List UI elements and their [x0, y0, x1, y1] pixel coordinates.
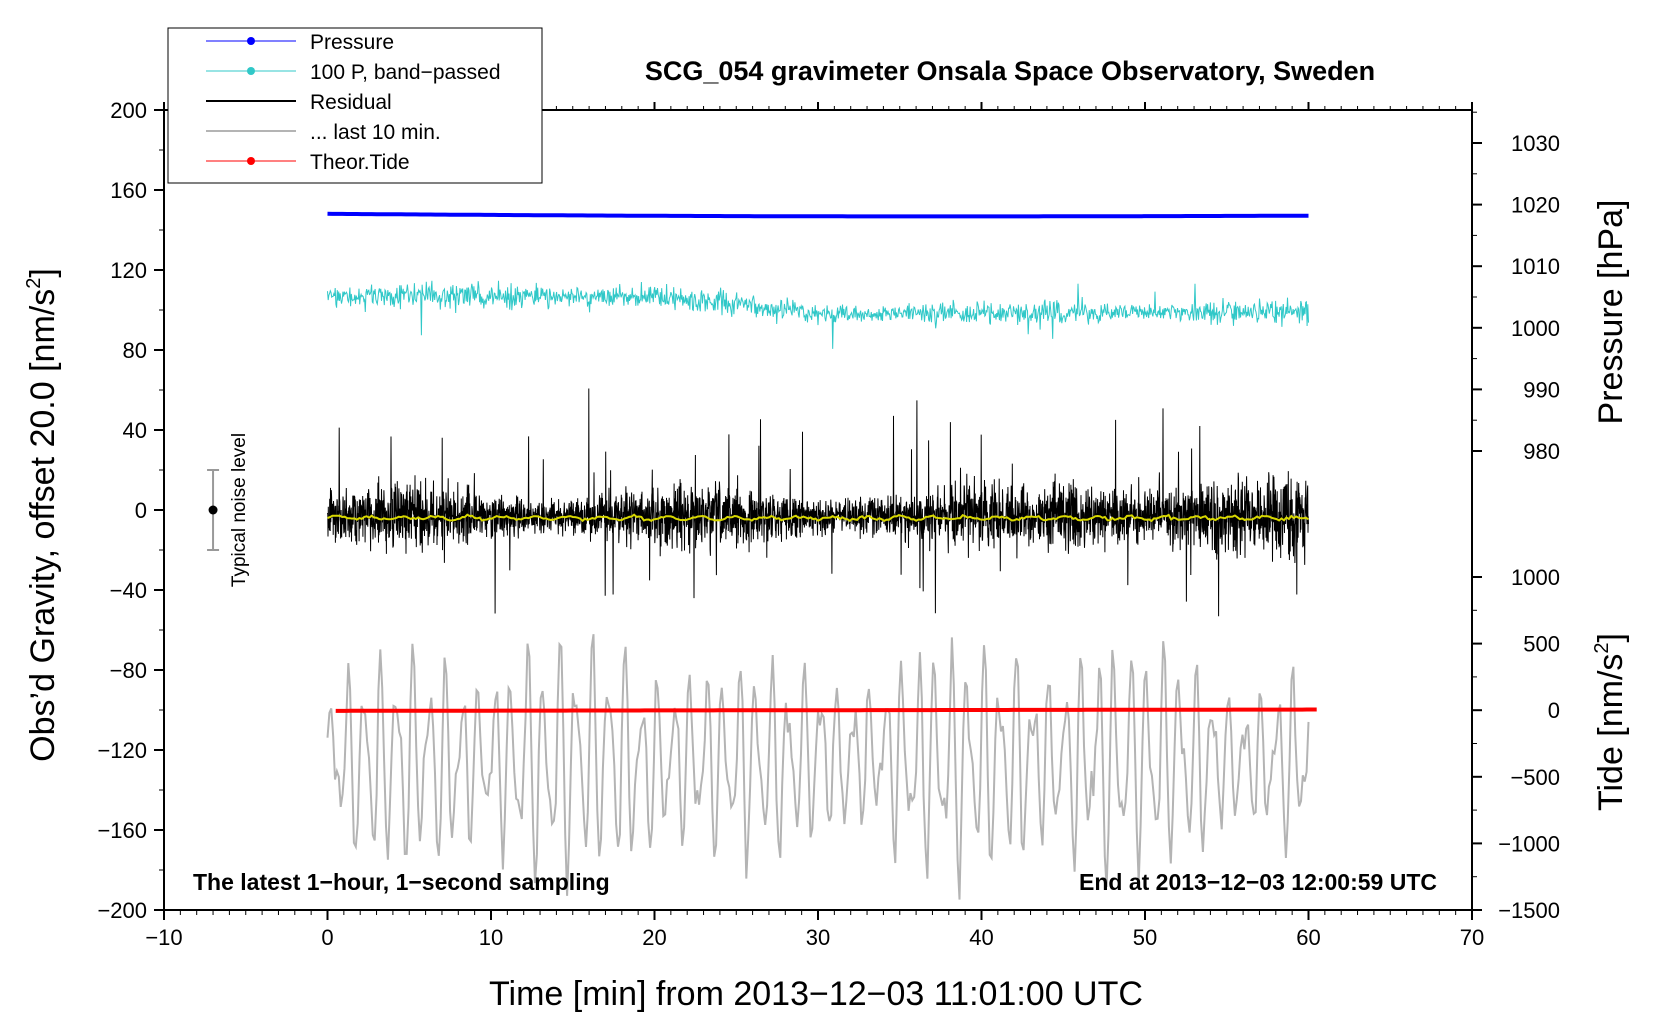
tide-tick-label: 500 [1523, 632, 1560, 657]
pressure-tick-label: 990 [1523, 377, 1560, 402]
tide-axis-title-end: ] [1592, 633, 1630, 642]
legend-marker [247, 157, 255, 165]
y-left-tick-label: 120 [110, 258, 147, 283]
pressure-axis-title: Pressure [hPa] [1592, 200, 1630, 425]
series-band-passed [327, 280, 1309, 349]
pressure-tick-label: 980 [1523, 439, 1560, 464]
axes-group: −10 0 10 20 30 40 50 60 7020016012080400−40−80−1… [23, 98, 1630, 950]
y-left-axis-title-sup: 2 [23, 278, 45, 289]
legend-label: Residual [310, 91, 392, 114]
tide-tick-label: −500 [1510, 765, 1560, 790]
series-pressure [327, 211, 1309, 219]
series-theor-tide [335, 707, 1317, 713]
tide-tick-label: −1500 [1498, 898, 1560, 923]
legend-label: Theor.Tide [310, 151, 410, 174]
tide-axis-title-text: Tide [nm/s [1592, 654, 1630, 811]
noise-center-dot [208, 505, 218, 515]
x-tick-label: 20 [642, 925, 666, 950]
y-left-tick-label: 80 [123, 338, 147, 363]
y-left-tick-label: 40 [123, 418, 147, 443]
annotation-bottom-left: The latest 1−hour, 1−second sampling [193, 869, 610, 895]
y-left-tick-label: −80 [110, 658, 147, 683]
x-tick-label: 10 [479, 925, 503, 950]
pressure-tick-label: 1030 [1511, 131, 1560, 156]
legend-label: 100 P, band−passed [310, 61, 501, 84]
tide-axis-title-sup: 2 [1591, 642, 1613, 653]
x-tick-label: 30 [806, 925, 830, 950]
legend-label: Pressure [310, 31, 394, 54]
series-residual [327, 388, 1309, 617]
y-left-tick-label: −200 [97, 898, 147, 923]
series-last-10-min [326, 634, 1310, 900]
noise-label: Typical noise level [229, 433, 250, 587]
tide-axis-title: Tide [nm/s2] [1591, 633, 1630, 811]
legend-marker [247, 37, 255, 45]
legend-label: ... last 10 min. [310, 121, 441, 144]
tide-tick-label: 1000 [1511, 565, 1560, 590]
x-tick-label: 60 [1296, 925, 1320, 950]
annotation-bottom-right: End at 2013−12−03 12:00:59 UTC [1079, 869, 1437, 895]
pressure-tick-label: 1020 [1511, 193, 1560, 218]
x-axis-title: Time [min] from 2013−12−03 11:01:00 UTC [489, 975, 1143, 1013]
y-left-axis-title-text: Obs’d Gravity, offset 20.0 [nm/s [24, 289, 62, 762]
y-left-tick-label: −160 [97, 818, 147, 843]
legend-marker [247, 67, 255, 75]
y-left-tick-label: 0 [135, 498, 147, 523]
y-left-tick-label: −120 [97, 738, 147, 763]
legend-box [167, 27, 543, 184]
x-tick-label: 0 [321, 925, 333, 950]
y-left-axis-title: Obs’d Gravity, offset 20.0 [nm/s2] [23, 268, 62, 762]
series-group [326, 211, 1317, 900]
x-tick-label: 40 [969, 925, 993, 950]
pressure-tick-label: 1000 [1511, 316, 1560, 341]
pressure-tick-label: 1010 [1511, 254, 1560, 279]
tide-tick-label: −1000 [1498, 831, 1560, 856]
y-left-tick-label: 200 [110, 98, 147, 123]
y-left-tick-label: −40 [110, 578, 147, 603]
y-left-axis-title-end: ] [24, 268, 62, 277]
series-residual-mean [327, 513, 1310, 523]
legend-group: Pressure 100 P, band−passed Residual ... la… [167, 27, 543, 184]
tide-tick-label: 0 [1548, 698, 1560, 723]
x-tick-label: −10 [145, 925, 182, 950]
y-left-tick-label: 160 [110, 178, 147, 203]
chart-title: SCG_054 gravimeter Onsala Space Observat… [645, 56, 1375, 86]
x-tick-label: 70 [1460, 925, 1484, 950]
x-tick-label: 50 [1133, 925, 1157, 950]
